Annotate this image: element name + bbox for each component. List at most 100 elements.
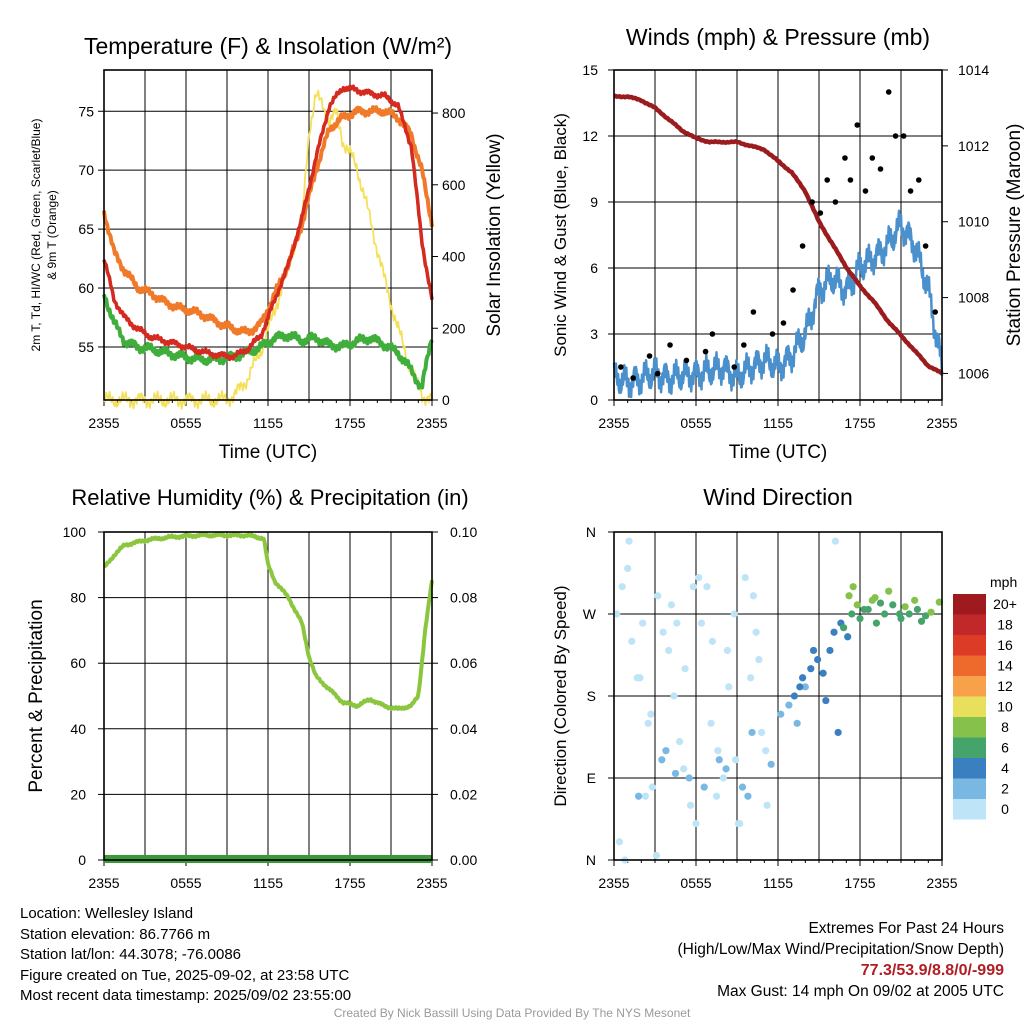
credit-line: Created By Nick Bassill Using Data Provi…: [333, 1006, 691, 1020]
legend-label: 2: [1001, 781, 1009, 797]
direction-point: [738, 783, 747, 791]
direction-point: [826, 646, 834, 655]
direction-point: [613, 610, 621, 618]
direction-point: [799, 674, 807, 682]
direction-point: [845, 592, 853, 600]
gust-point: [731, 364, 738, 370]
direction-point: [715, 756, 723, 764]
direction-point: [641, 792, 650, 800]
direction-point: [790, 692, 799, 700]
insolation-line: [103, 89, 433, 410]
gust-point: [932, 309, 938, 315]
direction-point: [922, 612, 930, 620]
direction-point: [712, 792, 721, 800]
direction-point: [665, 646, 673, 655]
direction-point: [901, 603, 909, 611]
direction-point: [749, 592, 758, 600]
gust-point: [654, 370, 661, 377]
y-axis-label: 2m T, Td, HI/WC (Red, Green, Scarlet/Blu…: [29, 119, 43, 352]
chart-title: Relative Humidity (%) & Precipitation (i…: [71, 485, 468, 510]
direction-point: [697, 619, 706, 627]
direction-point: [639, 619, 647, 627]
direction-point: [822, 696, 830, 705]
y-tick-label: 100: [63, 524, 87, 540]
direction-point: [814, 655, 822, 664]
gust-point: [750, 309, 757, 315]
y-right-tick-label: 0.06: [450, 655, 477, 671]
y-right-tick-label: 0.10: [450, 524, 477, 540]
x-tick-label: 2355: [926, 415, 957, 431]
direction-point: [848, 610, 856, 618]
y-right-tick-label: 0.00: [450, 852, 477, 868]
gust-point: [683, 357, 690, 364]
direction-point: [725, 683, 733, 691]
direction-point: [913, 605, 922, 614]
x-tick-label: 2355: [88, 415, 119, 431]
y-right-tick-label: 1006: [958, 365, 989, 381]
gust-point: [790, 287, 796, 293]
y-right-tick-label: 0.08: [450, 590, 477, 606]
direction-point: [748, 728, 756, 737]
y-right-tick-label: 1010: [958, 214, 989, 230]
direction-point: [667, 601, 676, 609]
direction-point: [700, 783, 708, 791]
gust-point: [892, 133, 899, 139]
chart-title: Wind Direction: [703, 484, 853, 510]
direction-point: [722, 765, 730, 773]
legend-label: 14: [997, 658, 1013, 674]
direction-point: [719, 774, 727, 782]
gust-point: [877, 166, 884, 172]
chart-title: Temperature (F) & Insolation (W/m²): [84, 33, 452, 59]
x-tick-label: 0555: [680, 875, 711, 891]
legend-swatch: [953, 758, 986, 779]
direction-point: [680, 765, 688, 773]
y-tick-label: 55: [78, 339, 94, 355]
x-tick-label: 1155: [763, 415, 793, 431]
gust-point: [817, 210, 824, 216]
gust-point: [630, 375, 636, 381]
x-tick-label: 0555: [170, 415, 201, 431]
direction-point: [662, 747, 670, 755]
gust-point: [885, 89, 892, 95]
y-tick-label: 6: [590, 260, 598, 276]
gust-point: [824, 177, 830, 183]
direction-point: [758, 728, 766, 737]
legend-swatch: [953, 717, 986, 738]
plot-frame: [613, 531, 943, 861]
direction-point: [762, 747, 770, 755]
direction-point: [860, 605, 868, 614]
x-tick-label: 1755: [844, 415, 875, 431]
station-location: Location: Wellesley Island: [20, 905, 194, 922]
direction-point: [911, 596, 919, 604]
chart-title: Winds (mph) & Pressure (mb): [626, 24, 930, 50]
y-tick-label: 40: [70, 721, 86, 737]
x-tick-label: 0555: [170, 875, 201, 891]
direction-point: [889, 601, 897, 609]
x-axis-label: Time (UTC): [219, 442, 318, 463]
legend-title: mph: [990, 574, 1017, 590]
plot-frame: [103, 531, 433, 861]
direction-point: [755, 655, 763, 664]
direction-point: [652, 851, 660, 860]
gust-point: [709, 331, 716, 337]
direction-point: [844, 633, 852, 641]
direction-point: [624, 564, 632, 573]
gust-point: [646, 353, 653, 359]
y-tick-label: 80: [70, 590, 86, 606]
direction-point: [767, 760, 775, 768]
x-tick-label: 2355: [416, 875, 447, 891]
temperature-line: [102, 84, 434, 362]
y-right-tick-label: 0.04: [450, 721, 477, 737]
direction-point: [692, 819, 700, 828]
y-right-axis-label: Station Pressure (Maroon): [1004, 124, 1024, 347]
y-tick-label: N: [586, 524, 596, 540]
direction-point: [871, 594, 879, 602]
y-axis-label: Percent & Precipitation: [26, 599, 47, 792]
direction-point: [927, 608, 935, 616]
direction-point: [872, 619, 881, 627]
y-tick-label: 60: [78, 280, 94, 296]
direction-point: [703, 583, 711, 591]
x-tick-label: 1155: [253, 875, 283, 891]
gust-point: [832, 199, 839, 205]
gust-point: [741, 342, 747, 348]
